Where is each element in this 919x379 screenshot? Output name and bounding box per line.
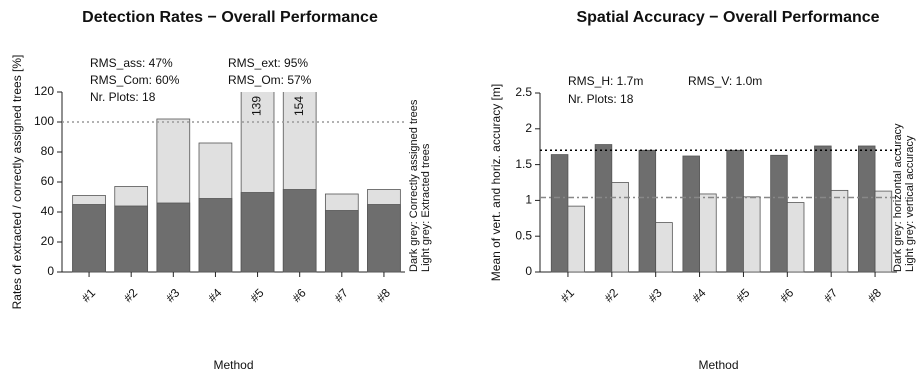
bar (638, 149, 657, 273)
x-tick-label: #2 (121, 286, 141, 306)
bar (814, 145, 832, 273)
bar (743, 196, 761, 273)
x-tick-label: #1 (79, 286, 99, 306)
bar (611, 182, 629, 273)
y-axis-label: Mean of vert. and horiz. accuracy [m] (489, 84, 503, 281)
annotation: Nr. Plots: 18 (568, 92, 634, 106)
x-tick-label: #4 (205, 286, 225, 306)
annotation: Nr. Plots: 18 (90, 90, 156, 104)
x-tick-label: #7 (821, 286, 841, 306)
plot-area (550, 144, 893, 273)
bar (594, 144, 613, 273)
bar (282, 189, 317, 273)
bar (786, 202, 805, 273)
bar (240, 192, 275, 273)
chart-title: Detection Rates − Overall Performance (82, 9, 378, 26)
bar (830, 189, 849, 273)
legend-label: Dark grey: Correctly assigned trees (408, 99, 420, 272)
bar (324, 210, 359, 273)
legend-label: Light grey: Extracted trees (420, 143, 432, 272)
y-tick-label: 2.5 (515, 85, 532, 99)
x-axis-label: Method (698, 358, 738, 372)
x-tick-label: #8 (865, 286, 885, 306)
y-axis-label: Rates of extracted / correctly assigned … (10, 55, 24, 310)
chart-title: Spatial Accuracy − Overall Performance (576, 9, 879, 26)
legend-label: Light grey: vertical accuracy (904, 135, 916, 272)
x-tick-label: #4 (689, 286, 709, 306)
x-tick-label: #5 (247, 286, 267, 306)
annotation: RMS_Com: 60% (90, 73, 180, 87)
bar (156, 202, 191, 273)
bar (699, 193, 717, 273)
bar (655, 222, 673, 273)
annotation: RMS_ext: 95% (228, 56, 308, 70)
x-axis-label: Method (213, 358, 253, 372)
legend-label: Dark grey: horizontal accuracy (892, 123, 904, 272)
bar (857, 145, 876, 273)
y-tick-label: 0.5 (515, 228, 532, 242)
bar (114, 205, 149, 273)
y-tick-label: 1 (525, 193, 532, 207)
y-tick-label: 80 (41, 144, 55, 158)
bar (550, 154, 569, 273)
y-tick-label: 20 (41, 234, 55, 248)
bar (198, 198, 233, 273)
bar (72, 204, 106, 273)
x-tick-label: #1 (558, 286, 578, 306)
bar (367, 204, 401, 273)
y-tick-label: 120 (34, 84, 54, 98)
x-tick-label: #6 (777, 286, 797, 306)
data-label: 154 (292, 96, 306, 116)
x-tick-label: #3 (163, 286, 183, 306)
bar (567, 205, 586, 273)
bar (874, 190, 893, 273)
y-tick-label: 0 (525, 264, 532, 278)
data-label: 139 (250, 96, 264, 116)
y-tick-label: 2 (525, 121, 532, 135)
x-tick-label: #8 (374, 286, 394, 306)
x-tick-label: #5 (733, 286, 753, 306)
x-tick-label: #7 (332, 286, 352, 306)
annotation: RMS_Om: 57% (228, 73, 312, 87)
annotation: RMS_V: 1.0m (688, 74, 762, 88)
y-tick-label: 40 (41, 204, 55, 218)
x-tick-label: #6 (289, 286, 309, 306)
y-tick-label: 100 (34, 114, 54, 128)
x-tick-label: #2 (602, 286, 622, 306)
bar (682, 155, 700, 273)
y-tick-label: 60 (41, 174, 55, 188)
bar (770, 154, 788, 273)
y-tick-label: 1.5 (515, 157, 532, 171)
x-tick-label: #3 (645, 286, 665, 306)
annotation: RMS_H: 1.7m (568, 74, 643, 88)
y-tick-label: 0 (47, 264, 54, 278)
bar (726, 149, 744, 273)
annotation: RMS_ass: 47% (90, 56, 173, 70)
